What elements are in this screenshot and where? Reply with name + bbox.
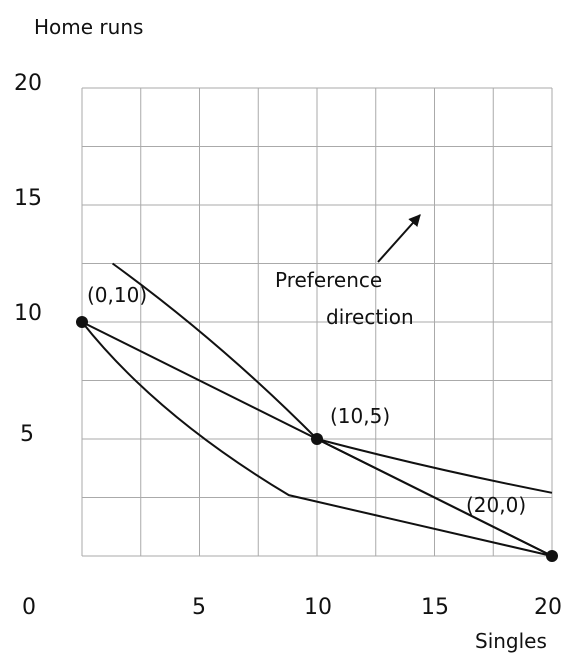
points	[76, 316, 558, 562]
x-tick-label: 15	[421, 595, 449, 620]
data-point	[311, 433, 323, 445]
point-label: (10,5)	[330, 404, 390, 428]
x-tick-labels: 0 5 10 15 20	[22, 595, 562, 620]
point-label: (0,10)	[87, 283, 147, 307]
x-tick-label: 10	[304, 595, 332, 620]
preference-arrow	[377, 214, 421, 263]
series-line	[111, 262, 553, 557]
data-point	[546, 550, 558, 562]
preference-label-line2: direction	[326, 305, 414, 329]
x-tick-label: 5	[192, 595, 206, 620]
x-tick-label: 20	[534, 595, 562, 620]
grid	[81, 87, 553, 557]
series-line	[81, 321, 553, 557]
y-tick-label: 15	[14, 186, 42, 211]
y-axis-label: Home runs	[34, 15, 143, 39]
preference-label-line1: Preference	[275, 268, 382, 292]
y-tick-label: 5	[20, 422, 34, 447]
y-tick-label: 20	[14, 71, 42, 96]
x-axis-label: Singles	[475, 629, 547, 653]
x-tick-label: 0	[22, 595, 36, 620]
data-point	[76, 316, 88, 328]
series-line	[316, 438, 553, 494]
y-tick-label: 10	[14, 301, 42, 326]
y-tick-labels: 20 15 10 5	[14, 71, 42, 447]
curves	[81, 262, 553, 557]
point-label: (20,0)	[466, 493, 526, 517]
